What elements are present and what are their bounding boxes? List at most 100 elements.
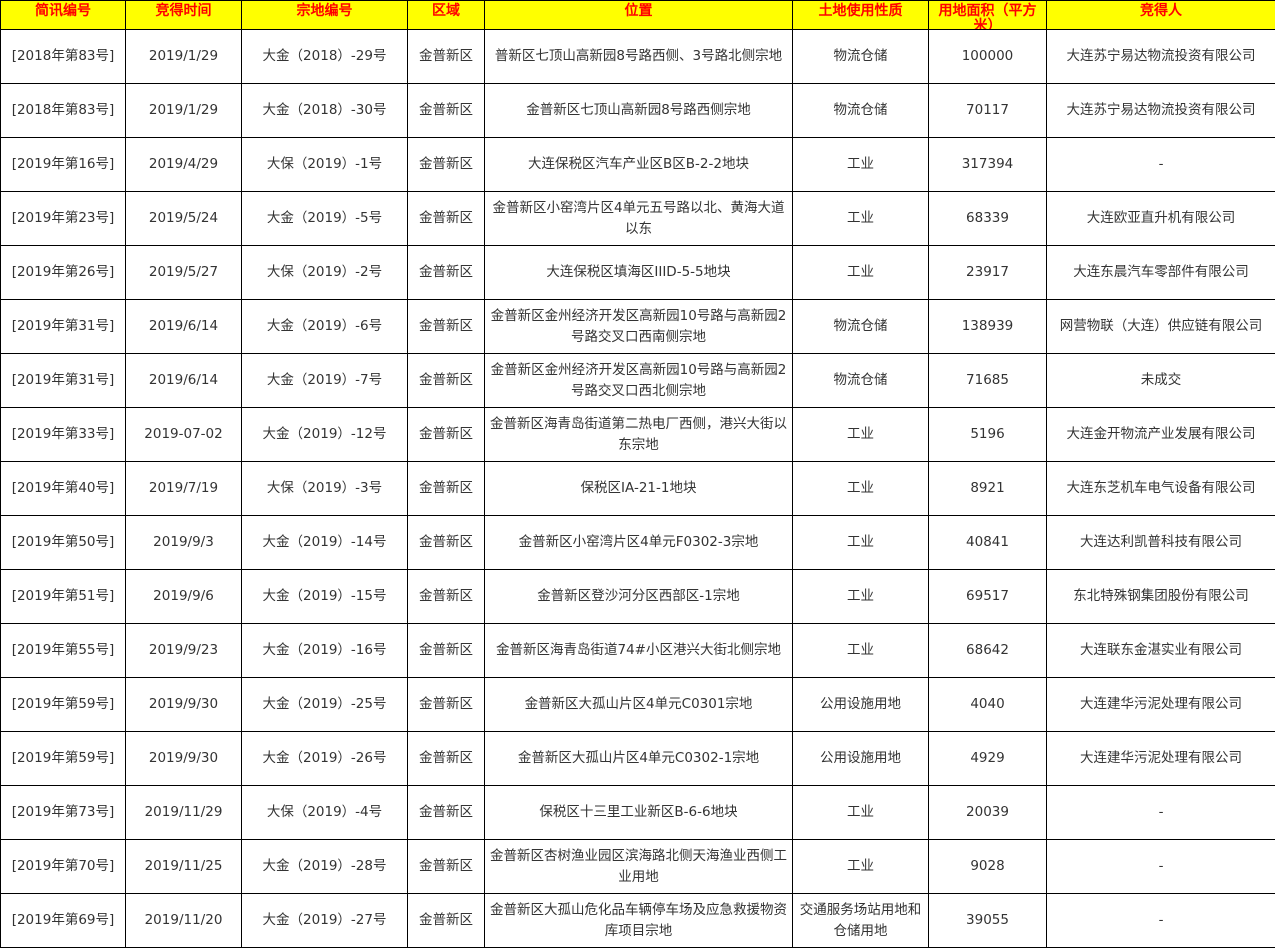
header-date[interactable]: 竞得时间: [125, 0, 242, 30]
cell-winner[interactable]: 大连东芝机车电气设备有限公司: [1046, 461, 1275, 516]
cell-parcel-no[interactable]: 大金（2019）-25号: [241, 677, 408, 732]
cell-area[interactable]: 40841: [928, 515, 1047, 570]
cell-date[interactable]: 2019/6/14: [125, 353, 242, 408]
cell-date[interactable]: 2019/1/29: [125, 29, 242, 84]
cell-district[interactable]: 金普新区: [407, 785, 485, 840]
cell-location[interactable]: 普新区七顶山高新园8号路西侧、3号路北侧宗地: [484, 29, 793, 84]
cell-winner[interactable]: -: [1046, 839, 1275, 894]
cell-location[interactable]: 保税区十三里工业新区B-6-6地块: [484, 785, 793, 840]
cell-land-use[interactable]: 工业: [792, 839, 929, 894]
cell-winner[interactable]: 大连联东金湛实业有限公司: [1046, 623, 1275, 678]
cell-bulletin-no[interactable]: [2019年第59号]: [0, 677, 126, 732]
header-winner[interactable]: 竞得人: [1046, 0, 1275, 30]
cell-parcel-no[interactable]: 大保（2019）-4号: [241, 785, 408, 840]
cell-bulletin-no[interactable]: [2018年第83号]: [0, 29, 126, 84]
cell-parcel-no[interactable]: 大金（2018）-30号: [241, 83, 408, 138]
cell-land-use[interactable]: 工业: [792, 137, 929, 192]
cell-district[interactable]: 金普新区: [407, 623, 485, 678]
cell-parcel-no[interactable]: 大金（2019）-28号: [241, 839, 408, 894]
cell-parcel-no[interactable]: 大金（2019）-16号: [241, 623, 408, 678]
cell-land-use[interactable]: 工业: [792, 407, 929, 462]
cell-winner[interactable]: -: [1046, 893, 1275, 948]
cell-parcel-no[interactable]: 大金（2019）-15号: [241, 569, 408, 624]
cell-area[interactable]: 4040: [928, 677, 1047, 732]
cell-location[interactable]: 金普新区大孤山片区4单元C0302-1宗地: [484, 731, 793, 786]
cell-district[interactable]: 金普新区: [407, 245, 485, 300]
cell-date[interactable]: 2019-07-02: [125, 407, 242, 462]
cell-land-use[interactable]: 工业: [792, 245, 929, 300]
header-location[interactable]: 位置: [484, 0, 793, 30]
header-bulletin-no[interactable]: 简讯编号: [0, 0, 126, 30]
cell-winner[interactable]: 大连金开物流产业发展有限公司: [1046, 407, 1275, 462]
cell-area[interactable]: 68339: [928, 191, 1047, 246]
cell-date[interactable]: 2019/5/24: [125, 191, 242, 246]
cell-district[interactable]: 金普新区: [407, 137, 485, 192]
cell-district[interactable]: 金普新区: [407, 893, 485, 948]
cell-date[interactable]: 2019/9/6: [125, 569, 242, 624]
cell-location[interactable]: 大连保税区汽车产业区B区B-2-2地块: [484, 137, 793, 192]
cell-land-use[interactable]: 公用设施用地: [792, 731, 929, 786]
cell-location[interactable]: 金普新区杏树渔业园区滨海路北侧天海渔业西侧工业用地: [484, 839, 793, 894]
cell-bulletin-no[interactable]: [2019年第16号]: [0, 137, 126, 192]
cell-area[interactable]: 71685: [928, 353, 1047, 408]
cell-area[interactable]: 9028: [928, 839, 1047, 894]
cell-district[interactable]: 金普新区: [407, 569, 485, 624]
cell-date[interactable]: 2019/4/29: [125, 137, 242, 192]
cell-parcel-no[interactable]: 大金（2019）-5号: [241, 191, 408, 246]
cell-winner[interactable]: 大连建华污泥处理有限公司: [1046, 677, 1275, 732]
cell-date[interactable]: 2019/6/14: [125, 299, 242, 354]
cell-area[interactable]: 5196: [928, 407, 1047, 462]
cell-bulletin-no[interactable]: [2019年第26号]: [0, 245, 126, 300]
cell-parcel-no[interactable]: 大保（2019）-2号: [241, 245, 408, 300]
cell-parcel-no[interactable]: 大保（2019）-1号: [241, 137, 408, 192]
cell-parcel-no[interactable]: 大金（2019）-14号: [241, 515, 408, 570]
cell-location[interactable]: 金普新区金州经济开发区高新园10号路与高新园2号路交叉口西南侧宗地: [484, 299, 793, 354]
cell-district[interactable]: 金普新区: [407, 191, 485, 246]
cell-area[interactable]: 100000: [928, 29, 1047, 84]
cell-winner[interactable]: 大连苏宁易达物流投资有限公司: [1046, 83, 1275, 138]
header-land-use[interactable]: 土地使用性质: [792, 0, 929, 30]
header-parcel-no[interactable]: 宗地编号: [241, 0, 408, 30]
cell-area[interactable]: 317394: [928, 137, 1047, 192]
cell-area[interactable]: 39055: [928, 893, 1047, 948]
cell-district[interactable]: 金普新区: [407, 731, 485, 786]
cell-land-use[interactable]: 工业: [792, 461, 929, 516]
cell-date[interactable]: 2019/1/29: [125, 83, 242, 138]
cell-land-use[interactable]: 物流仓储: [792, 83, 929, 138]
cell-location[interactable]: 金普新区小窑湾片区4单元F0302-3宗地: [484, 515, 793, 570]
cell-bulletin-no[interactable]: [2019年第59号]: [0, 731, 126, 786]
cell-winner[interactable]: -: [1046, 785, 1275, 840]
cell-bulletin-no[interactable]: [2019年第40号]: [0, 461, 126, 516]
cell-winner[interactable]: 大连达利凯普科技有限公司: [1046, 515, 1275, 570]
cell-area[interactable]: 69517: [928, 569, 1047, 624]
cell-district[interactable]: 金普新区: [407, 839, 485, 894]
cell-winner[interactable]: 网营物联（大连）供应链有限公司: [1046, 299, 1275, 354]
cell-winner[interactable]: 东北特殊钢集团股份有限公司: [1046, 569, 1275, 624]
cell-date[interactable]: 2019/9/30: [125, 677, 242, 732]
cell-area[interactable]: 8921: [928, 461, 1047, 516]
cell-district[interactable]: 金普新区: [407, 677, 485, 732]
cell-location[interactable]: 金普新区登沙河分区西部区-1宗地: [484, 569, 793, 624]
cell-date[interactable]: 2019/11/29: [125, 785, 242, 840]
cell-district[interactable]: 金普新区: [407, 515, 485, 570]
cell-parcel-no[interactable]: 大金（2019）-12号: [241, 407, 408, 462]
cell-date[interactable]: 2019/5/27: [125, 245, 242, 300]
cell-bulletin-no[interactable]: [2019年第69号]: [0, 893, 126, 948]
cell-winner[interactable]: 大连苏宁易达物流投资有限公司: [1046, 29, 1275, 84]
cell-district[interactable]: 金普新区: [407, 461, 485, 516]
cell-location[interactable]: 金普新区海青岛街道74#小区港兴大街北侧宗地: [484, 623, 793, 678]
cell-district[interactable]: 金普新区: [407, 29, 485, 84]
cell-winner[interactable]: 未成交: [1046, 353, 1275, 408]
cell-land-use[interactable]: 工业: [792, 569, 929, 624]
cell-land-use[interactable]: 工业: [792, 623, 929, 678]
cell-location[interactable]: 金普新区海青岛街道第二热电厂西侧，港兴大街以东宗地: [484, 407, 793, 462]
cell-bulletin-no[interactable]: [2019年第70号]: [0, 839, 126, 894]
cell-bulletin-no[interactable]: [2019年第51号]: [0, 569, 126, 624]
cell-bulletin-no[interactable]: [2019年第73号]: [0, 785, 126, 840]
cell-parcel-no[interactable]: 大金（2018）-29号: [241, 29, 408, 84]
cell-area[interactable]: 4929: [928, 731, 1047, 786]
cell-bulletin-no[interactable]: [2019年第23号]: [0, 191, 126, 246]
cell-bulletin-no[interactable]: [2018年第83号]: [0, 83, 126, 138]
cell-land-use[interactable]: 公用设施用地: [792, 677, 929, 732]
cell-area[interactable]: 23917: [928, 245, 1047, 300]
